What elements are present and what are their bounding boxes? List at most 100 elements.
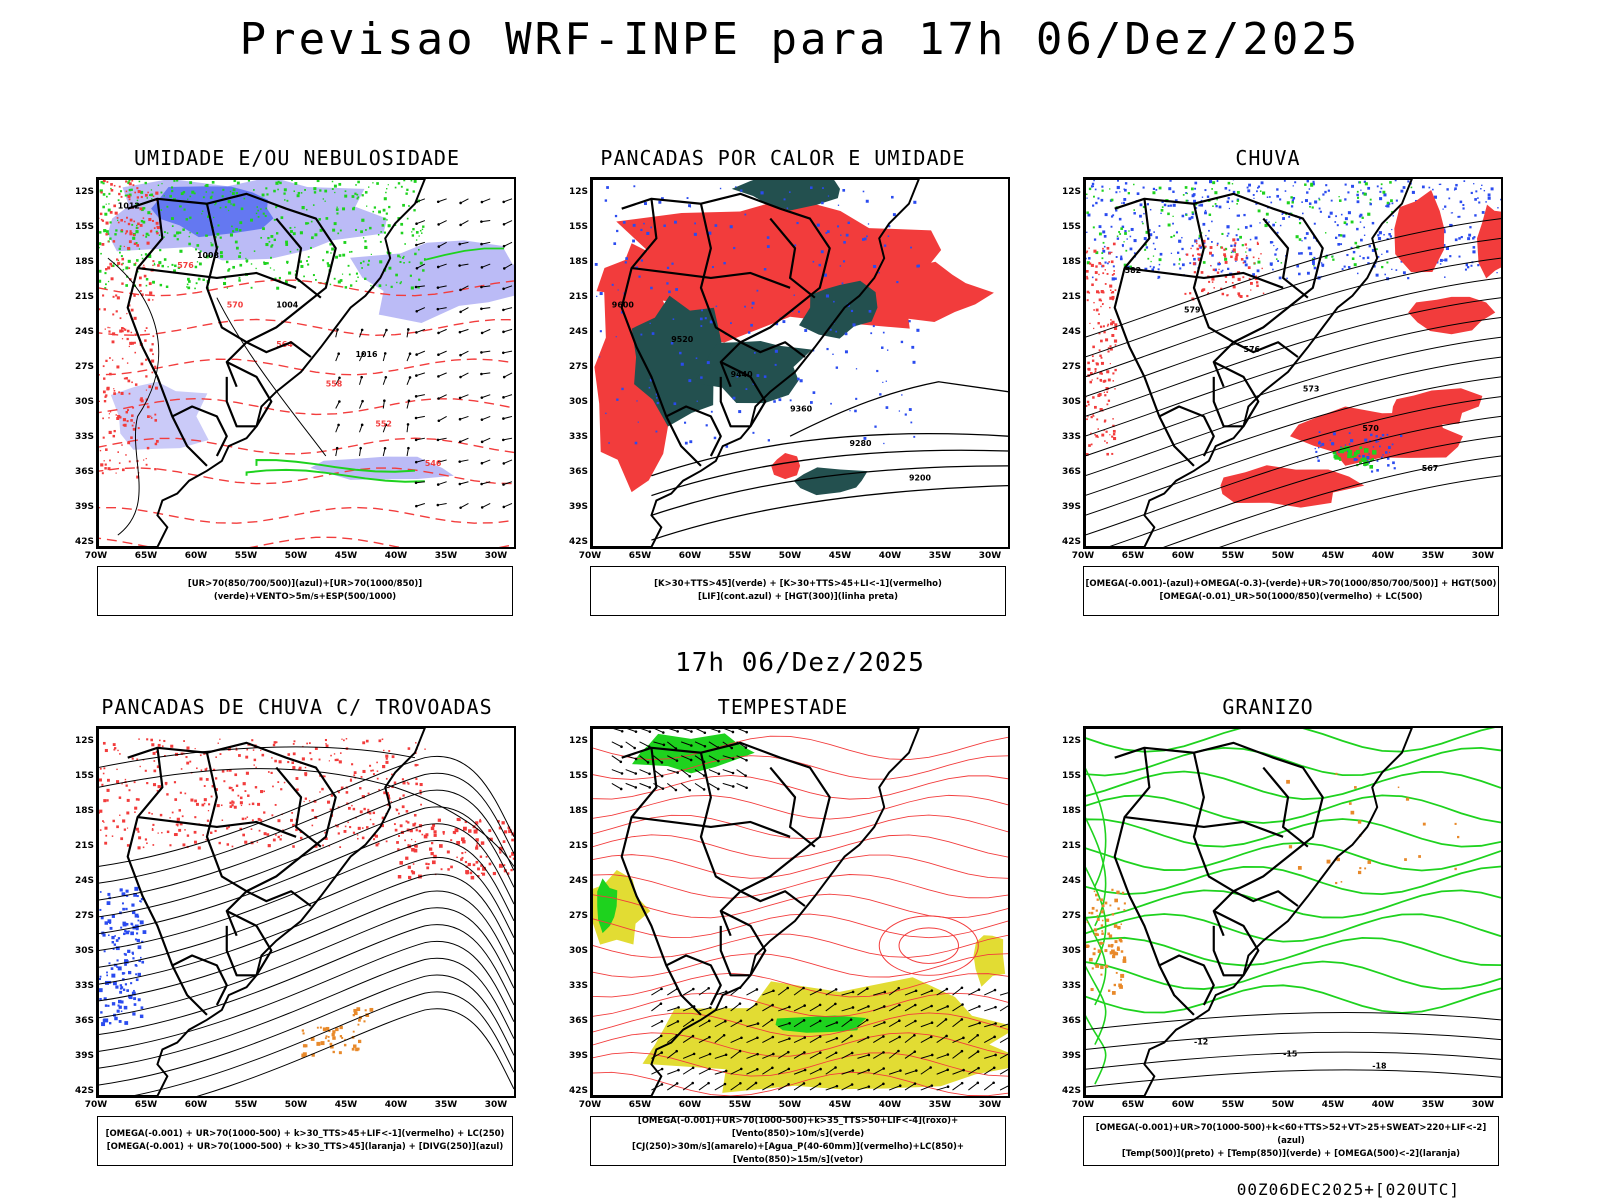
lon-tick-label: 55W — [1221, 1100, 1245, 1110]
lat-tick-label: 15S — [568, 222, 588, 232]
lat-tick-label: 33S — [74, 432, 94, 442]
map-plot — [592, 728, 1008, 1096]
lat-tick-label: 36S — [1061, 467, 1081, 477]
lon-tick-label: 35W — [928, 551, 952, 561]
lon-tick-label: 55W — [234, 1100, 258, 1110]
lon-tick-label: 65W — [628, 1100, 652, 1110]
svg-text:573: 573 — [1303, 385, 1320, 394]
lon-tick-label: 45W — [334, 551, 358, 561]
lat-tick-label: 24S — [568, 876, 588, 886]
lon-tick-label: 40W — [384, 551, 408, 561]
svg-text:570: 570 — [1362, 424, 1379, 433]
lon-tick-label: 50W — [778, 1100, 802, 1110]
lat-tick-label: 21S — [74, 292, 94, 302]
lon-tick-label: 70W — [1071, 1100, 1095, 1110]
lat-tick-label: 33S — [568, 981, 588, 991]
lon-tick-label: 55W — [234, 551, 258, 561]
svg-text:579: 579 — [1184, 306, 1201, 315]
lat-tick-label: 39S — [1061, 1051, 1081, 1061]
lon-tick-label: 60W — [184, 551, 208, 561]
main-title: Previsao WRF-INPE para 17h 06/Dez/2025 — [239, 14, 1361, 65]
lat-tick-label: 27S — [568, 362, 588, 372]
legend-line: [OMEGA(-0.001)-(azul)+OMEGA(-0.3)-(verde… — [1085, 579, 1497, 589]
lon-tick-label: 60W — [678, 1100, 702, 1110]
lon-tick-label: 40W — [878, 551, 902, 561]
lat-tick-label: 21S — [568, 292, 588, 302]
lat-tick-label: 42S — [568, 537, 588, 547]
lat-tick-label: 36S — [74, 1016, 94, 1026]
legend-line: [OMEGA(-0.001) + UR>70(1000-500) + k>30_… — [105, 1129, 505, 1139]
legend-line: [K>30+TTS>45](verde) + [K>30+TTS>45+LI<-… — [654, 579, 942, 589]
lat-tick-label: 12S — [1061, 736, 1081, 746]
lon-tick-label: 30W — [1471, 551, 1495, 561]
lat-tick-label: 30S — [74, 946, 94, 956]
lon-tick-label: 65W — [628, 551, 652, 561]
lon-tick-label: 65W — [1121, 551, 1145, 561]
lat-tick-label: 12S — [74, 736, 94, 746]
lat-tick-label: 39S — [74, 1051, 94, 1061]
lat-tick-label: 21S — [1061, 841, 1081, 851]
lat-tick-label: 18S — [74, 257, 94, 267]
legend-line: [OMEGA(-0.001)+UR>70(1000-500)+k<60+TTS>… — [1095, 1122, 1487, 1146]
lon-tick-label: 50W — [1271, 551, 1295, 561]
lat-tick-label: 18S — [1061, 257, 1081, 267]
lat-tick-label: 36S — [568, 467, 588, 477]
lon-tick-label: 65W — [1121, 1100, 1145, 1110]
lat-tick-label: 15S — [74, 222, 94, 232]
lat-tick-label: 33S — [74, 981, 94, 991]
run-timestamp: 00Z06DEC2025+[020UTC] — [1236, 1180, 1460, 1199]
mid-title: 17h 06/Dez/2025 — [675, 648, 925, 678]
lat-tick-label: 42S — [1061, 1086, 1081, 1096]
lat-tick-label: 18S — [568, 257, 588, 267]
lon-tick-label: 30W — [978, 551, 1002, 561]
lon-tick-label: 50W — [778, 551, 802, 561]
legend-line: [UR>70(850/700/500)](azul)+[UR>70(1000/8… — [187, 579, 423, 602]
lon-tick-label: 35W — [434, 551, 458, 561]
lon-tick-label: 30W — [978, 1100, 1002, 1110]
map-plot: -12 -15 -18 — [1085, 728, 1501, 1096]
svg-text:576: 576 — [1243, 345, 1260, 354]
svg-text:558: 558 — [326, 380, 343, 389]
lon-tick-label: 55W — [728, 1100, 752, 1110]
lat-tick-label: 18S — [1061, 806, 1081, 816]
map-plot — [98, 728, 514, 1096]
legend-line: [Temp(500)](preto) + [Temp(850)](verde) … — [1121, 1148, 1461, 1159]
lon-tick-label: 70W — [84, 551, 108, 561]
panel-title-umidade: UMIDADE E/OU NEBULOSIDADE — [133, 146, 461, 170]
lon-tick-label: 55W — [1221, 551, 1245, 561]
map-plot: 582 579 576 573 570 567 — [1085, 179, 1501, 547]
lat-tick-label: 27S — [1061, 911, 1081, 921]
lon-tick-label: 30W — [1471, 1100, 1495, 1110]
lon-tick-label: 30W — [484, 1100, 508, 1110]
svg-text:576: 576 — [177, 261, 194, 270]
lon-tick-label: 45W — [828, 1100, 852, 1110]
lon-tick-label: 45W — [1321, 551, 1345, 561]
lat-tick-label: 42S — [1061, 537, 1081, 547]
lat-tick-label: 12S — [568, 736, 588, 746]
lat-tick-label: 12S — [1061, 187, 1081, 197]
lon-tick-label: 35W — [1421, 551, 1445, 561]
svg-text:1012: 1012 — [118, 202, 140, 211]
lon-tick-label: 40W — [384, 1100, 408, 1110]
map-pancadas-calor: 9600 9520 9440 9360 9280 9200 — [590, 177, 1010, 549]
lon-tick-label: 60W — [1171, 551, 1195, 561]
panel-title-chuva: CHUVA — [1235, 146, 1301, 170]
lat-tick-label: 21S — [568, 841, 588, 851]
svg-text:567: 567 — [1422, 464, 1439, 473]
lat-tick-label: 24S — [74, 876, 94, 886]
map-tempestade — [590, 726, 1010, 1098]
lat-tick-label: 42S — [74, 537, 94, 547]
panel-title-tempestade: TEMPESTADE — [717, 695, 849, 719]
lat-tick-label: 30S — [568, 946, 588, 956]
lon-tick-label: 70W — [84, 1100, 108, 1110]
lon-tick-label: 35W — [1421, 1100, 1445, 1110]
legend-line: [OMEGA(-0.001) + UR>70(1000-500) + k>30_… — [106, 1142, 504, 1152]
lat-tick-label: 39S — [1061, 502, 1081, 512]
svg-text:9520: 9520 — [671, 335, 694, 344]
lon-tick-label: 50W — [284, 1100, 308, 1110]
svg-text:-12: -12 — [1194, 1038, 1208, 1047]
lat-tick-label: 18S — [568, 806, 588, 816]
legend-chuva: [OMEGA(-0.001)-(azul)+OMEGA(-0.3)-(verde… — [1083, 566, 1499, 616]
